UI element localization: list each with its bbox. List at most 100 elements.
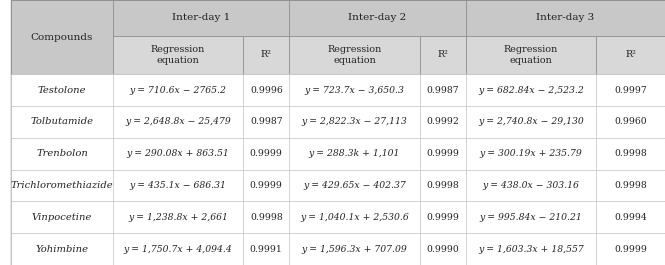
Text: Inter-day 2: Inter-day 2 xyxy=(348,14,406,22)
Text: 0.9998: 0.9998 xyxy=(250,213,283,222)
Bar xyxy=(289,201,420,233)
Text: Compounds: Compounds xyxy=(31,33,93,42)
Bar xyxy=(243,233,289,265)
Text: 0.9999: 0.9999 xyxy=(426,213,460,222)
Bar xyxy=(243,170,289,201)
Text: 0.9998: 0.9998 xyxy=(614,181,647,190)
Bar xyxy=(289,74,420,106)
Text: y = 2,648.8x − 25,479: y = 2,648.8x − 25,479 xyxy=(125,117,231,126)
Bar xyxy=(243,138,289,170)
Text: y = 290.08x + 863.51: y = 290.08x + 863.51 xyxy=(126,149,229,158)
Bar xyxy=(112,36,243,74)
Text: y = 438.0x − 303.16: y = 438.0x − 303.16 xyxy=(483,181,579,190)
Bar xyxy=(420,170,466,201)
Bar xyxy=(112,106,243,138)
Bar xyxy=(597,138,665,170)
Text: y = 429.65x − 402.37: y = 429.65x − 402.37 xyxy=(303,181,406,190)
Bar xyxy=(243,106,289,138)
Text: Regression
equation: Regression equation xyxy=(151,45,205,65)
Bar xyxy=(289,138,420,170)
Bar xyxy=(11,201,112,233)
Bar xyxy=(420,74,466,106)
Bar xyxy=(11,170,112,201)
Bar xyxy=(420,233,466,265)
Bar xyxy=(112,74,243,106)
Text: 0.9996: 0.9996 xyxy=(250,86,283,95)
Bar xyxy=(112,170,243,201)
Text: Yohimbine: Yohimbine xyxy=(35,245,88,254)
Text: R²: R² xyxy=(261,51,272,59)
Bar xyxy=(420,106,466,138)
Text: y = 1,040.1x + 2,530.6: y = 1,040.1x + 2,530.6 xyxy=(300,213,409,222)
Bar xyxy=(465,170,597,201)
Bar xyxy=(289,106,420,138)
Bar xyxy=(465,201,597,233)
Bar xyxy=(597,233,665,265)
Text: y = 1,596.3x + 707.09: y = 1,596.3x + 707.09 xyxy=(302,245,408,254)
Text: y = 1,603.3x + 18,557: y = 1,603.3x + 18,557 xyxy=(478,245,584,254)
Text: 0.9999: 0.9999 xyxy=(426,149,460,158)
Bar xyxy=(597,201,665,233)
Text: Vinpocetine: Vinpocetine xyxy=(32,213,92,222)
Bar xyxy=(597,106,665,138)
Bar xyxy=(465,74,597,106)
Bar xyxy=(11,233,112,265)
Bar xyxy=(289,170,420,201)
Bar xyxy=(243,201,289,233)
Text: y = 723.7x − 3,650.3: y = 723.7x − 3,650.3 xyxy=(305,86,404,95)
Text: Testolone: Testolone xyxy=(38,86,86,95)
Text: y = 300.19x + 235.79: y = 300.19x + 235.79 xyxy=(479,149,583,158)
Bar xyxy=(465,138,597,170)
Text: 0.9999: 0.9999 xyxy=(250,149,283,158)
Text: Regression
equation: Regression equation xyxy=(327,45,382,65)
Bar xyxy=(465,233,597,265)
Text: y = 682.84x − 2,523.2: y = 682.84x − 2,523.2 xyxy=(478,86,584,95)
Text: 0.9999: 0.9999 xyxy=(614,245,647,254)
Text: Trichloromethiazide: Trichloromethiazide xyxy=(11,181,113,190)
Text: 0.9997: 0.9997 xyxy=(614,86,647,95)
Bar xyxy=(112,201,243,233)
Bar xyxy=(465,106,597,138)
Text: 0.9987: 0.9987 xyxy=(250,117,283,126)
Bar xyxy=(597,36,665,74)
Bar xyxy=(420,138,466,170)
Text: 0.9960: 0.9960 xyxy=(614,117,647,126)
Text: y = 1,238.8x + 2,661: y = 1,238.8x + 2,661 xyxy=(128,213,228,222)
Text: 0.9999: 0.9999 xyxy=(250,181,283,190)
Bar xyxy=(289,0,465,36)
Bar xyxy=(11,0,112,74)
Bar xyxy=(289,36,420,74)
Text: y = 2,740.8x − 29,130: y = 2,740.8x − 29,130 xyxy=(478,117,584,126)
Text: Tolbutamide: Tolbutamide xyxy=(31,117,94,126)
Text: y = 2,822.3x − 27,113: y = 2,822.3x − 27,113 xyxy=(302,117,408,126)
Bar xyxy=(465,36,597,74)
Text: Inter-day 3: Inter-day 3 xyxy=(536,14,595,22)
Bar xyxy=(465,0,665,36)
Bar xyxy=(420,36,466,74)
Text: Inter-day 1: Inter-day 1 xyxy=(172,14,230,22)
Text: 0.9998: 0.9998 xyxy=(614,149,647,158)
Bar xyxy=(420,201,466,233)
Text: y = 288.3k + 1,101: y = 288.3k + 1,101 xyxy=(309,149,400,158)
Text: 0.9987: 0.9987 xyxy=(426,86,459,95)
Bar xyxy=(112,138,243,170)
Text: R²: R² xyxy=(625,51,636,59)
Bar xyxy=(243,36,289,74)
Text: y = 995.84x − 210.21: y = 995.84x − 210.21 xyxy=(479,213,583,222)
Bar xyxy=(112,233,243,265)
Bar xyxy=(597,170,665,201)
Text: y = 710.6x − 2765.2: y = 710.6x − 2765.2 xyxy=(130,86,227,95)
Text: 0.9990: 0.9990 xyxy=(426,245,459,254)
Text: 0.9991: 0.9991 xyxy=(250,245,283,254)
Text: y = 435.1x − 686.31: y = 435.1x − 686.31 xyxy=(130,181,227,190)
Bar xyxy=(11,138,112,170)
Text: R²: R² xyxy=(438,51,448,59)
Bar xyxy=(289,233,420,265)
Text: Trenbolon: Trenbolon xyxy=(36,149,88,158)
Text: 0.9994: 0.9994 xyxy=(614,213,647,222)
Text: 0.9992: 0.9992 xyxy=(426,117,460,126)
Bar xyxy=(597,74,665,106)
Text: 0.9998: 0.9998 xyxy=(426,181,459,190)
Bar xyxy=(112,0,289,36)
Bar xyxy=(11,74,112,106)
